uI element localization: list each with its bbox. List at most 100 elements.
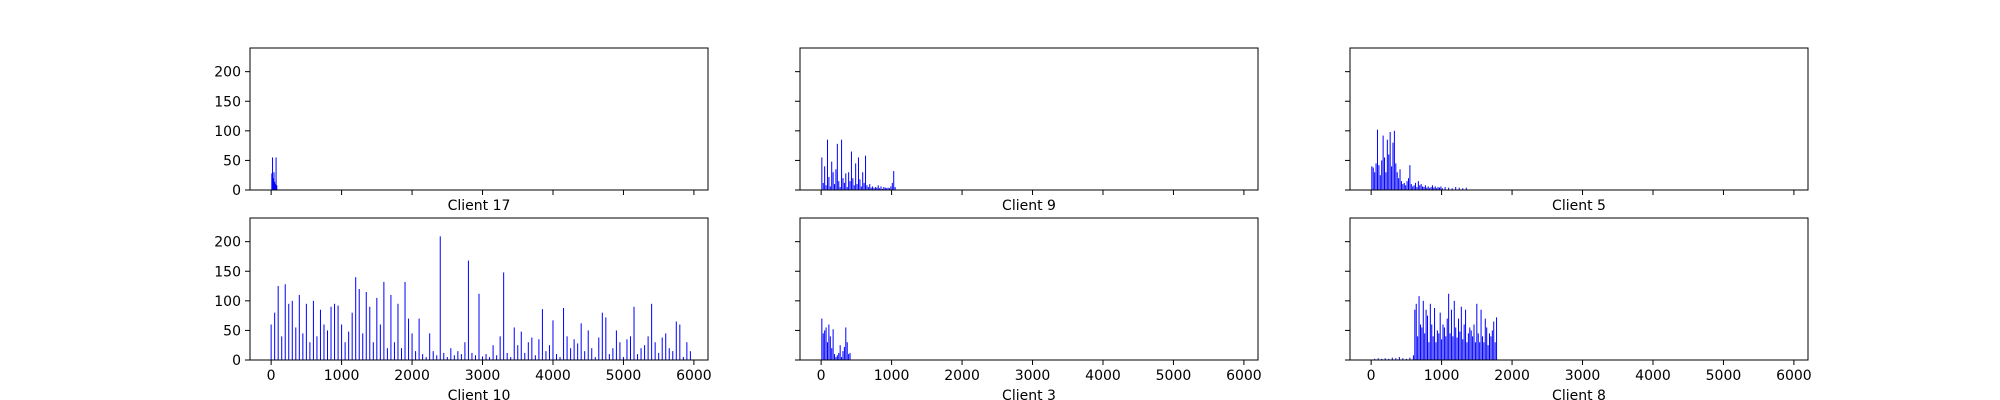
bar <box>1424 185 1426 190</box>
x-tick-label: 0 <box>817 368 826 384</box>
bar <box>1426 187 1428 190</box>
bar <box>316 336 318 360</box>
bar <box>319 309 321 360</box>
bar <box>1473 324 1475 360</box>
bar <box>891 182 893 190</box>
bar <box>821 157 823 190</box>
bar <box>344 342 346 360</box>
bar <box>850 151 852 190</box>
x-tick-label: 5000 <box>1156 368 1192 384</box>
bar <box>1436 188 1438 190</box>
bar <box>622 357 624 360</box>
bar <box>872 186 874 190</box>
bar <box>1384 157 1386 190</box>
bar <box>548 345 550 360</box>
bar <box>629 336 631 360</box>
bar <box>400 348 402 360</box>
bar <box>842 178 844 190</box>
bar <box>383 281 385 360</box>
bar <box>386 348 388 360</box>
y-tick-label: 150 <box>214 94 241 110</box>
bar <box>277 286 279 360</box>
bar <box>1381 160 1383 190</box>
bar <box>1371 166 1373 190</box>
bar <box>867 187 869 190</box>
bar <box>355 277 357 360</box>
axes-frame <box>249 217 709 361</box>
bar <box>531 337 533 360</box>
bar <box>1444 187 1446 190</box>
bar <box>637 354 639 360</box>
bar <box>640 348 642 360</box>
bar <box>474 355 476 360</box>
bar <box>276 185 278 190</box>
subplot-title: Client 10 <box>448 388 511 400</box>
bar <box>1441 339 1443 360</box>
bar <box>1430 187 1432 190</box>
bar <box>608 354 610 360</box>
bar <box>654 342 656 360</box>
bar <box>425 357 427 360</box>
bar <box>856 184 858 190</box>
subplot-title: Client 9 <box>1002 198 1056 214</box>
bar <box>824 166 826 190</box>
bar <box>1416 187 1418 190</box>
bar <box>846 342 848 360</box>
bar <box>1412 186 1414 190</box>
bar <box>852 178 854 190</box>
axes-frame <box>1349 47 1809 191</box>
bar <box>1412 355 1414 360</box>
bar <box>284 284 286 360</box>
bar <box>601 312 603 360</box>
bar <box>1422 186 1424 190</box>
bar <box>274 184 276 190</box>
bar <box>839 345 841 360</box>
axes-frame <box>799 47 1259 191</box>
bar <box>499 336 501 360</box>
bar <box>1398 357 1400 360</box>
bar <box>422 354 424 360</box>
bar <box>545 351 547 361</box>
x-tick-label: 1000 <box>324 368 360 384</box>
bar <box>538 339 540 360</box>
bar <box>563 307 565 360</box>
x-tick-label: 2000 <box>1494 368 1530 384</box>
x-tick-label: 4000 <box>1635 368 1671 384</box>
bar <box>849 352 851 360</box>
bar <box>281 336 283 360</box>
bar <box>372 342 374 360</box>
y-tick-label: 200 <box>214 235 241 251</box>
y-tick-label: 150 <box>214 264 241 280</box>
bar <box>1481 336 1483 360</box>
bar <box>1417 181 1419 191</box>
bar <box>270 324 272 360</box>
bar <box>1437 187 1439 190</box>
bar <box>464 342 466 360</box>
bar <box>1386 139 1388 190</box>
x-tick-label: 6000 <box>676 368 712 384</box>
bar <box>404 281 406 360</box>
bar <box>429 333 431 361</box>
bar <box>443 352 445 360</box>
bar <box>893 171 895 190</box>
bar <box>351 312 353 360</box>
bar <box>1439 312 1441 360</box>
bar <box>866 185 868 190</box>
x-tick-label: 3000 <box>1015 368 1051 384</box>
x-tick-label: 1000 <box>874 368 910 384</box>
bar <box>1434 186 1436 190</box>
bar <box>1460 306 1462 360</box>
axes-frame <box>249 47 709 191</box>
bar <box>513 327 515 360</box>
bar <box>1407 178 1409 190</box>
bar <box>305 303 307 360</box>
bar <box>1374 358 1376 360</box>
bar <box>453 355 455 360</box>
subplot-title: Client 8 <box>1552 388 1606 400</box>
bar <box>841 357 843 360</box>
bar <box>369 306 371 360</box>
bar <box>1440 186 1442 190</box>
bar <box>390 294 392 360</box>
bar <box>1398 178 1400 190</box>
bar <box>1419 324 1421 360</box>
